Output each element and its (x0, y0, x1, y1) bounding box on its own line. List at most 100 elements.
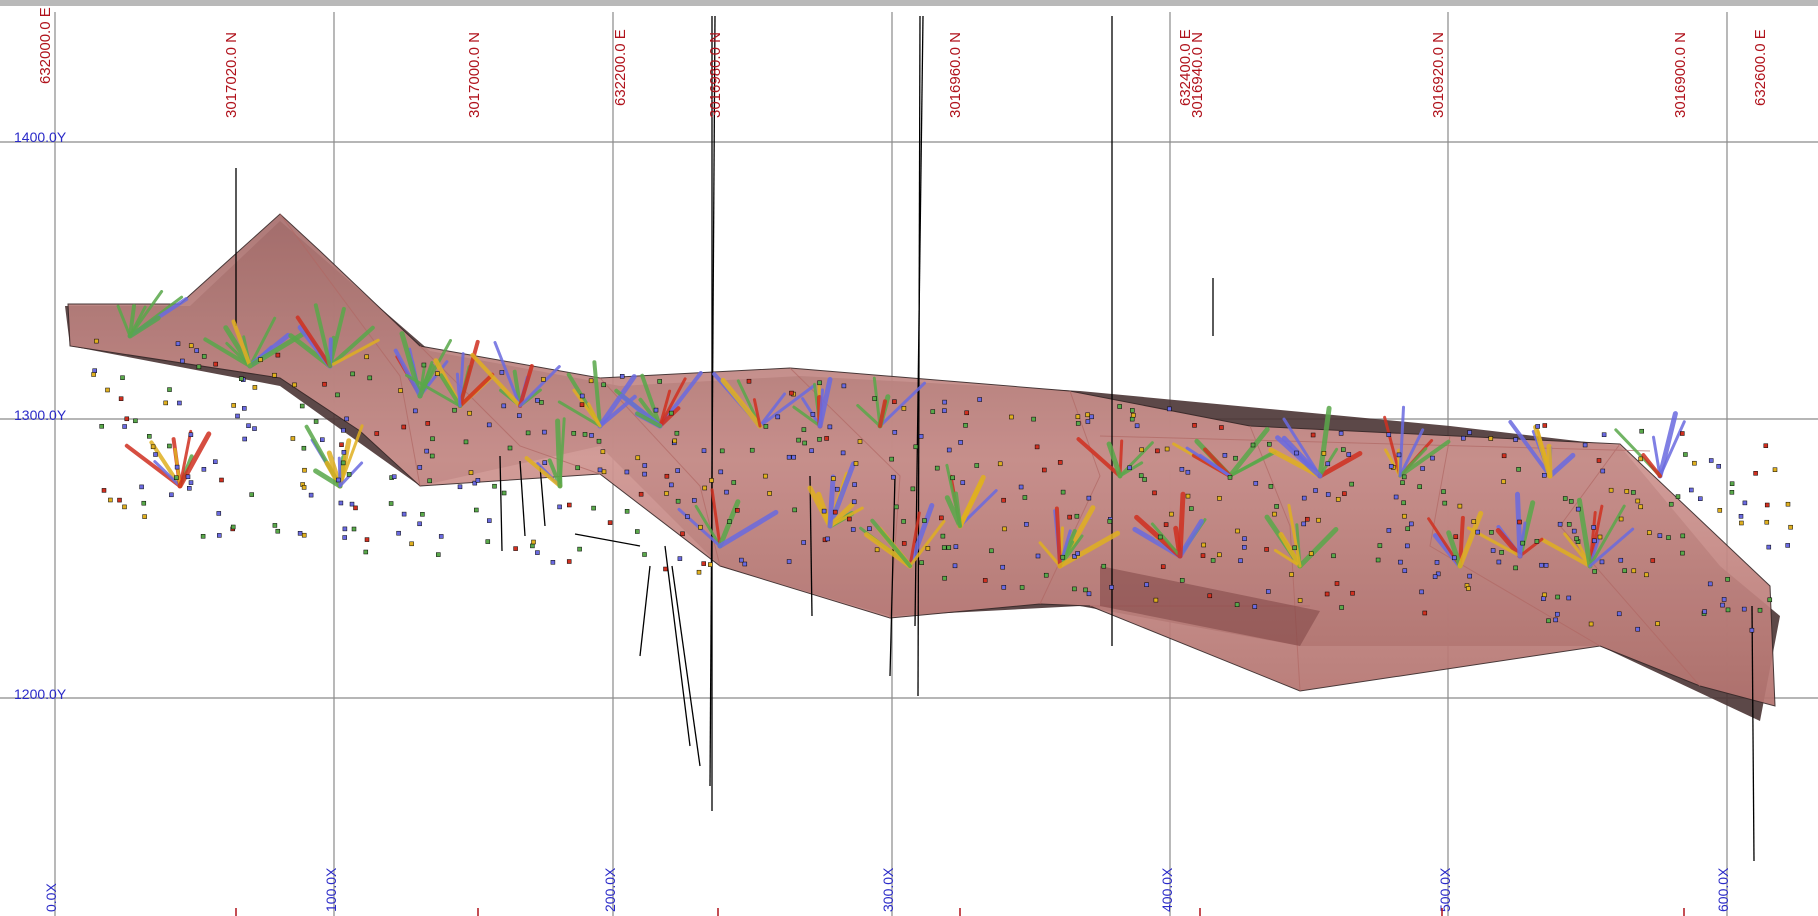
sample-marker (557, 504, 562, 510)
assay-trace (1054, 506, 1062, 568)
sample-marker (1238, 558, 1243, 563)
sample-marker (817, 380, 822, 386)
sample-marker (1767, 597, 1773, 603)
sample-marker (1635, 498, 1641, 504)
sample-marker (177, 400, 182, 406)
drillhole (709, 15, 716, 787)
sample-marker (429, 453, 435, 459)
sample-marker (1517, 519, 1522, 525)
sample-marker (1242, 536, 1247, 541)
sample-marker (1553, 617, 1558, 623)
sample-marker (292, 382, 297, 388)
sample-marker (1409, 521, 1414, 527)
sample-marker (475, 478, 481, 483)
sample-marker (1325, 461, 1331, 467)
sample-marker (834, 486, 840, 492)
sample-marker (1242, 545, 1247, 550)
sample-marker (1019, 585, 1025, 590)
assay-trace (295, 315, 332, 368)
orebody-wireframe-solid[interactable] (65, 213, 1780, 721)
sample-marker (571, 431, 577, 436)
sample-marker (946, 447, 952, 453)
local-x-labels: 0.0X 100.0X 200.0X 300.0X 400.0X 500.0X … (43, 867, 1731, 912)
sample-marker (1075, 421, 1081, 426)
coord-label-easting: 632000.0 E (37, 7, 54, 84)
sample-marker (1189, 506, 1194, 511)
sample-marker (539, 400, 544, 405)
sample-marker (1513, 437, 1518, 442)
sample-marker (977, 397, 982, 402)
sample-marker (320, 437, 325, 442)
assay-trace (313, 303, 332, 368)
sample-marker (1516, 467, 1521, 472)
sample-marker (1157, 534, 1163, 540)
assay-trace (908, 511, 921, 568)
sample-marker (698, 524, 703, 530)
sample-marker (668, 410, 674, 416)
section-view-canvas[interactable]: 632000.0 E 3017020.0 N 3017000.0 N 63220… (0, 6, 1818, 916)
sample-marker (638, 491, 644, 497)
sample-marker (1386, 528, 1392, 533)
sample-marker (942, 399, 947, 405)
sample-marker (1401, 474, 1407, 480)
assay-trace-fans[interactable] (116, 290, 1686, 569)
sample-marker (417, 521, 422, 527)
sample-marker (1083, 587, 1088, 593)
sample-marker (1763, 443, 1769, 448)
sample-marker (1085, 419, 1091, 424)
sample-marker (468, 470, 474, 475)
sample-marker (374, 431, 380, 436)
sample-marker (421, 362, 427, 368)
sample-marker (1289, 572, 1294, 577)
sample-marker (1163, 522, 1169, 527)
sample-marker (301, 532, 307, 538)
sample-marker (1575, 506, 1581, 512)
sample-marker (425, 421, 431, 426)
sample-marker (1430, 455, 1435, 461)
sample-marker (596, 438, 602, 444)
sample-marker (953, 544, 959, 549)
sample-marker (824, 436, 829, 441)
sample-marker (1009, 414, 1014, 420)
sample-marker (302, 467, 307, 473)
sample-markers[interactable] (91, 338, 1793, 633)
sample-marker (922, 518, 927, 523)
drillhole (1751, 605, 1755, 862)
sample-marker (301, 485, 307, 490)
sample-marker (1592, 569, 1597, 574)
local-x-label: 500.0X (1437, 867, 1453, 912)
sample-marker (1377, 543, 1383, 548)
assay-trace (557, 400, 602, 428)
sample-marker (653, 407, 659, 413)
assay-trace (1495, 528, 1523, 559)
sample-marker (1618, 516, 1624, 522)
sample-marker (853, 461, 859, 466)
drillhole-traces[interactable] (235, 15, 1755, 862)
assay-trace (177, 431, 212, 489)
sample-marker (692, 498, 697, 503)
sample-marker (1127, 465, 1132, 471)
top-coordinate-labels: 632000.0 E 3017020.0 N 3017000.0 N 63220… (37, 7, 1769, 118)
sample-marker (810, 412, 816, 417)
sample-marker (874, 547, 880, 553)
sample-marker (731, 480, 737, 485)
assay-trace (954, 491, 962, 528)
assay-trace (827, 474, 836, 529)
sample-marker (1539, 562, 1544, 568)
sample-marker (827, 424, 833, 430)
sample-marker (963, 423, 968, 428)
sample-marker (851, 499, 857, 505)
sample-marker (567, 502, 572, 508)
sample-marker (1234, 602, 1240, 607)
assay-trace (856, 404, 882, 428)
sample-marker (1233, 455, 1238, 461)
sample-marker (1179, 578, 1185, 583)
sample-marker (1442, 500, 1448, 506)
sample-marker (1717, 508, 1723, 513)
sample-marker (219, 477, 224, 483)
sample-marker (1072, 554, 1077, 559)
sample-marker (1432, 574, 1438, 579)
sample-marker (1631, 568, 1637, 574)
sample-marker (642, 463, 648, 468)
